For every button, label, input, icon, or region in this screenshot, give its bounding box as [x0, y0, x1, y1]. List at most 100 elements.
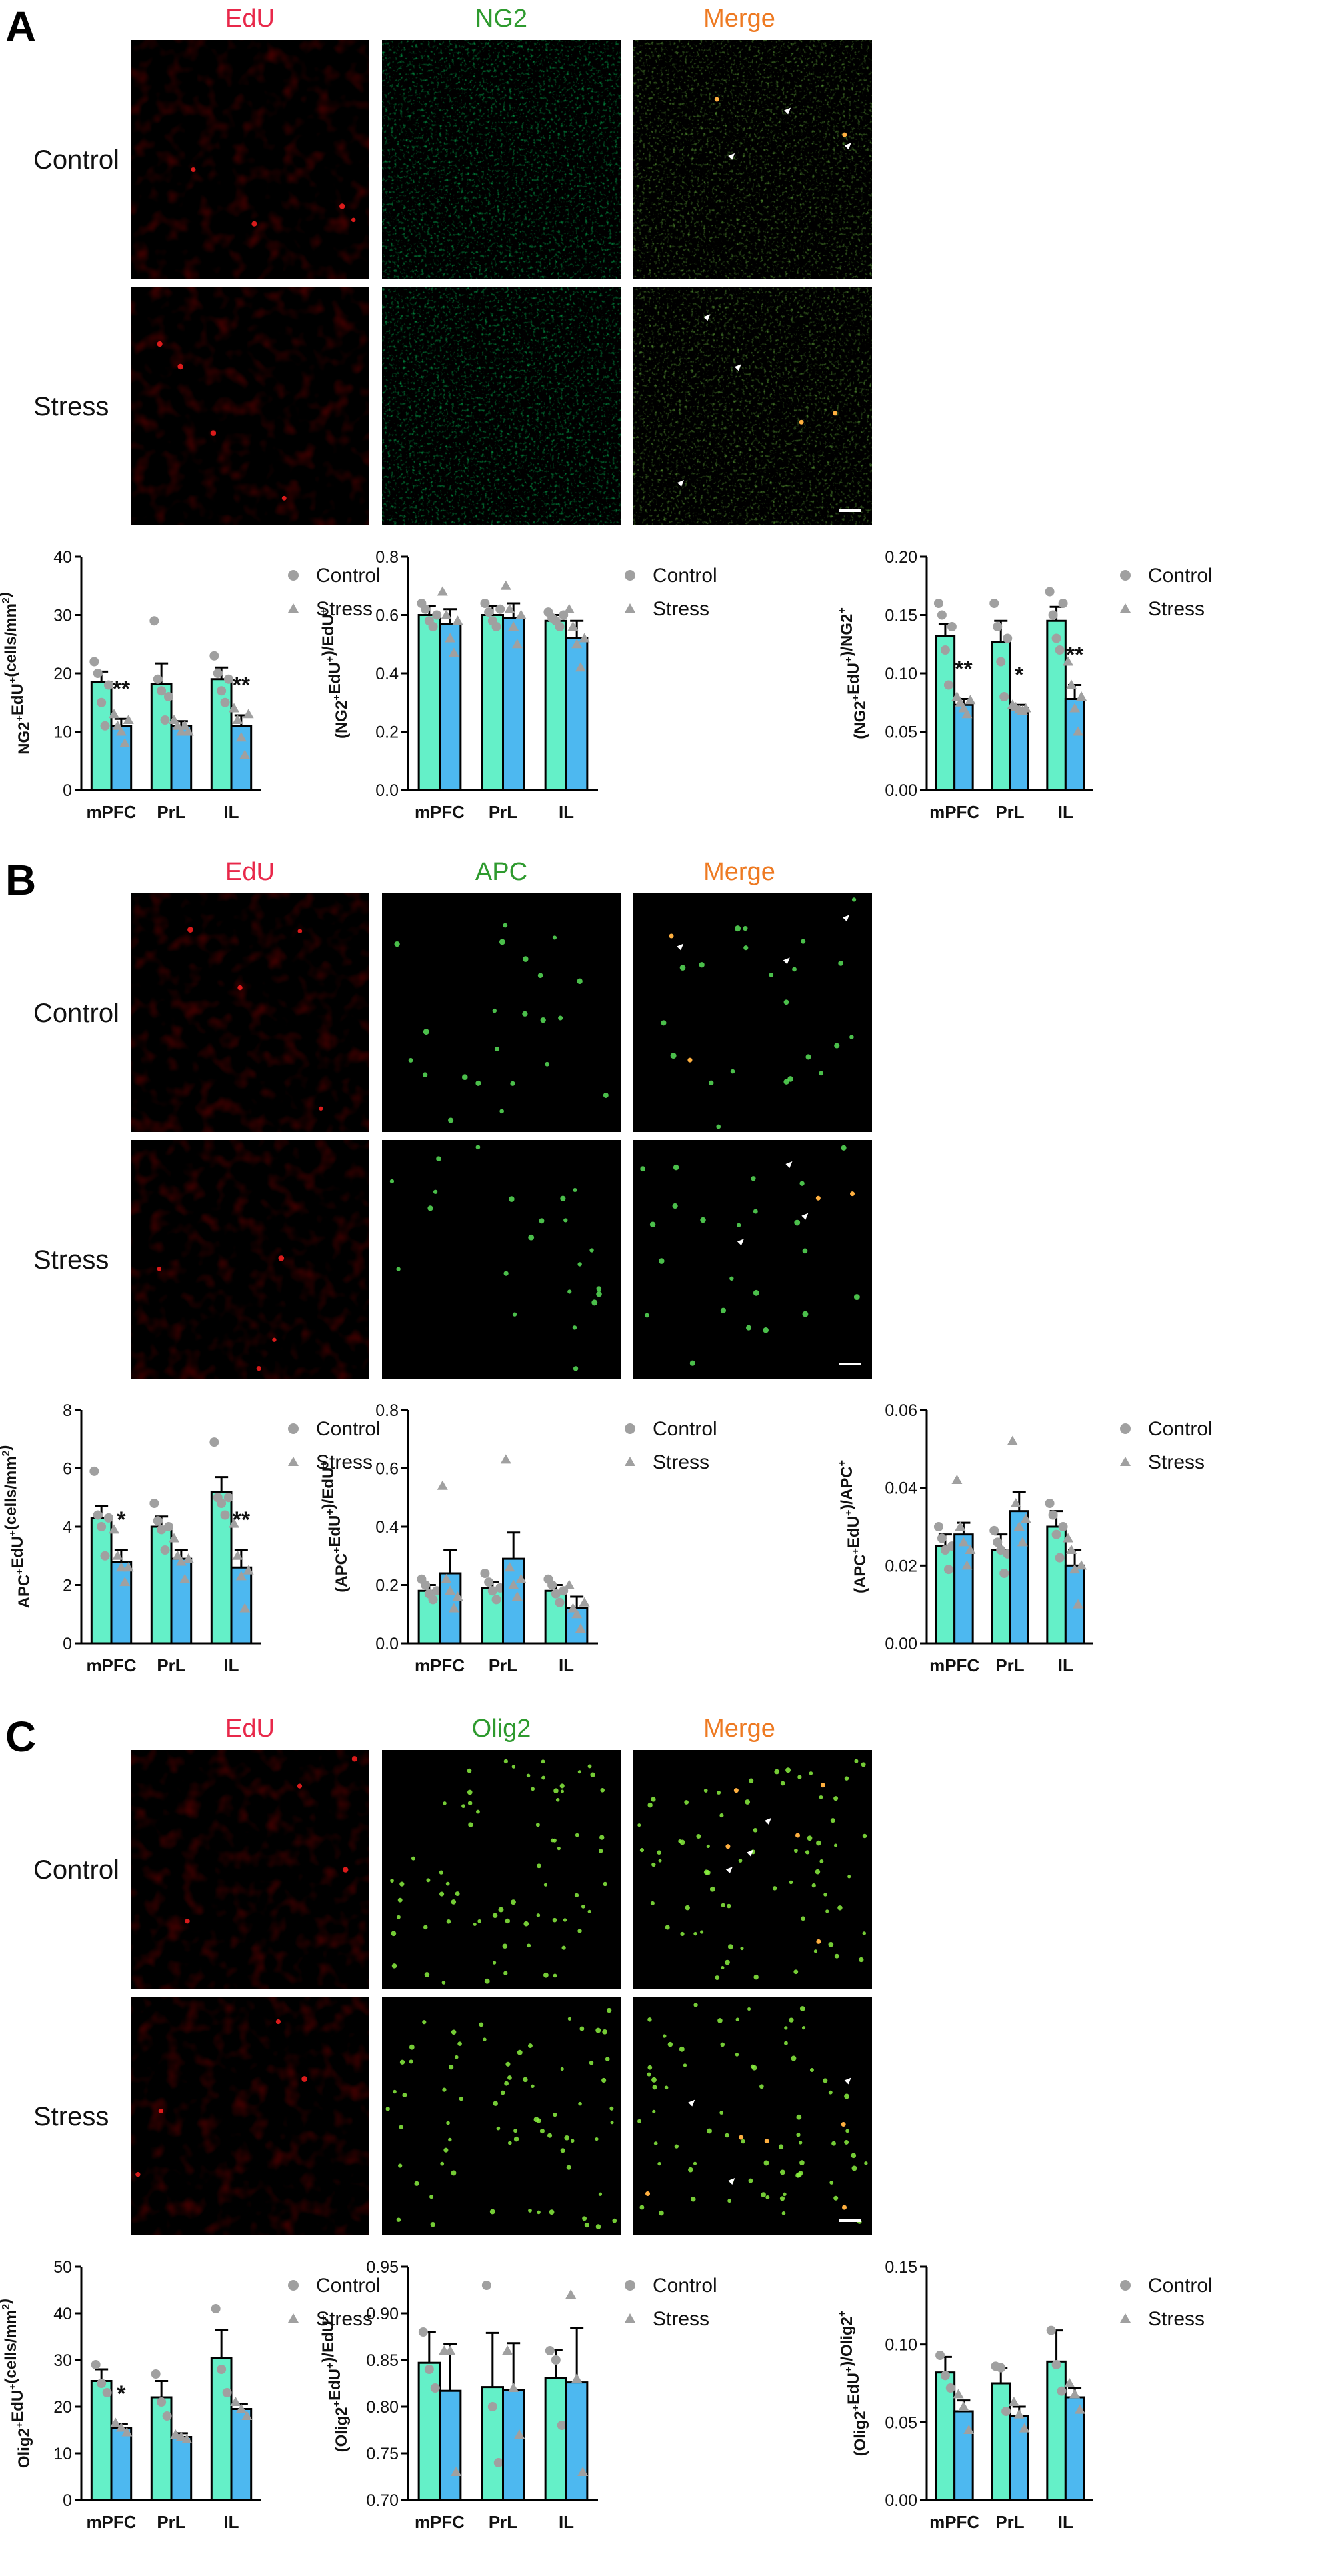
data-point-control	[1058, 599, 1068, 608]
y-tick-label: 0.15	[885, 2258, 917, 2277]
data-point-stress	[175, 1556, 187, 1566]
panel-letter: C	[5, 1713, 36, 1761]
data-point-control	[160, 1545, 170, 1555]
data-point-stress	[179, 720, 191, 730]
y-tick-label: 4	[63, 1518, 72, 1537]
data-point-control	[103, 680, 113, 690]
micrograph-edu-control	[131, 40, 369, 279]
bar-stress-il	[1064, 2396, 1085, 2501]
data-point-stress	[511, 639, 523, 649]
data-point-control	[91, 2360, 101, 2369]
data-point-stress	[504, 603, 515, 613]
data-point-stress	[504, 1562, 515, 1572]
legend-control-marker	[625, 2280, 635, 2291]
data-point-stress	[958, 1537, 969, 1547]
x-tick-label: IL	[223, 1655, 239, 1675]
x-tick-label: IL	[1058, 802, 1073, 822]
data-point-control	[555, 1597, 565, 1607]
data-point-stress	[961, 1560, 973, 1570]
row-label-stress: Stress	[33, 1245, 109, 1275]
data-point-stress	[115, 2422, 127, 2432]
data-point-control	[97, 2379, 107, 2388]
y-tick-label: 0.75	[366, 2445, 399, 2463]
data-point-control	[989, 599, 999, 608]
data-point-stress	[239, 749, 251, 759]
data-point-stress	[508, 2383, 519, 2392]
data-point-control	[545, 2346, 555, 2355]
data-point-control	[999, 1569, 1009, 1578]
row-label-stress: Stress	[33, 2102, 109, 2131]
row-label-control: Control	[33, 145, 119, 175]
bar-control-mpfc	[90, 2380, 113, 2501]
y-tick-label: 0.6	[375, 607, 399, 625]
y-tick-label: 0.05	[885, 723, 917, 742]
data-point-control	[160, 715, 170, 725]
data-point-stress	[515, 609, 527, 619]
data-point-control	[940, 645, 950, 655]
data-point-control	[209, 1437, 219, 1447]
micrograph-apc-control	[382, 893, 621, 1132]
data-point-stress	[1013, 2409, 1025, 2419]
data-point-control	[996, 2363, 1006, 2373]
x-tick-label: mPFC	[86, 1655, 136, 1675]
bar-chart-c-2: 0.70 0.75 0.80 0.85 0.90 0.95 (Olig2+EdU+)/EdU…	[318, 2258, 717, 2532]
legend-stress-marker	[625, 2313, 635, 2323]
data-point-control	[100, 1551, 110, 1561]
x-tick-label: PrL	[995, 802, 1024, 822]
bar-chart-b-3: 0.00 0.02 0.04 0.06 (APC+EdU+)/APC+ mPFC PrL IL…	[837, 1401, 1213, 1675]
data-point-stress	[1069, 703, 1081, 713]
legend-stress-marker	[1120, 2313, 1131, 2323]
micrograph-apc-stress	[382, 1140, 621, 1379]
data-point-stress	[235, 732, 247, 742]
data-point-control	[484, 607, 494, 617]
data-point-control	[157, 1525, 167, 1535]
bar-chart-c-3: 0.00 0.05 0.10 0.15 (Olig2+EdU+)/Olig2+ mPFC P…	[837, 2258, 1213, 2532]
data-point-stress	[965, 695, 976, 705]
data-point-stress	[175, 726, 187, 736]
data-point-stress	[448, 1603, 459, 1613]
data-point-stress	[579, 633, 590, 643]
data-point-control	[1045, 587, 1055, 597]
micrograph-layer: A EdU NG2 Merge Control Stress B EdU APC Merge Con…	[5, 3, 872, 2235]
y-tick-label: 0.10	[885, 2336, 917, 2355]
data-point-control	[487, 2402, 497, 2411]
data-point-control	[89, 1466, 99, 1476]
panel-a: A EdU NG2 Merge Control Stress	[5, 3, 872, 525]
y-tick-label: 20	[53, 2398, 72, 2417]
legend-stress-label: Stress	[653, 1451, 709, 1473]
micrograph-merge-stress	[633, 1140, 872, 1379]
data-point-stress	[1076, 691, 1087, 701]
bar-chart-b-1: 0 2 4 6 8 APC+EdU+(cells/mm2) * mPFC PrL ** IL Cont…	[0, 1401, 381, 1675]
data-point-control	[163, 1522, 173, 1531]
significance-marker: **	[955, 657, 973, 682]
data-point-control	[163, 692, 173, 701]
data-point-stress	[109, 709, 120, 719]
data-point-stress	[508, 621, 519, 631]
data-point-control	[551, 1589, 561, 1599]
data-point-control	[933, 599, 943, 608]
micrograph-merge-control	[633, 40, 872, 279]
channel-label-ng2: NG2	[475, 5, 527, 33]
bar-stress-mpfc	[439, 623, 462, 791]
data-point-stress	[563, 603, 575, 613]
x-tick-label: PrL	[489, 802, 517, 822]
data-point-stress	[229, 1518, 240, 1528]
y-axis-label: (Olig2+EdU+)/Olig2+	[837, 2311, 869, 2457]
data-point-control	[557, 2421, 567, 2430]
data-point-stress	[115, 726, 127, 736]
x-tick-label: mPFC	[929, 2512, 979, 2532]
bar-control-mpfc	[935, 1545, 956, 1645]
data-point-control	[428, 1595, 438, 1605]
data-point-control	[102, 2388, 112, 2397]
data-point-stress	[1073, 726, 1084, 736]
data-point-control	[491, 1595, 501, 1605]
bar-stress-il	[1064, 1564, 1085, 1645]
data-point-stress	[179, 1573, 191, 1583]
bar-stress-prl	[1009, 1510, 1029, 1645]
y-tick-label: 6	[63, 1460, 72, 1479]
y-tick-label: 40	[53, 2305, 72, 2323]
legend-stress-label: Stress	[653, 598, 709, 620]
data-point-stress	[169, 715, 180, 724]
legend-control-marker	[288, 570, 299, 581]
data-point-control	[418, 2327, 428, 2337]
